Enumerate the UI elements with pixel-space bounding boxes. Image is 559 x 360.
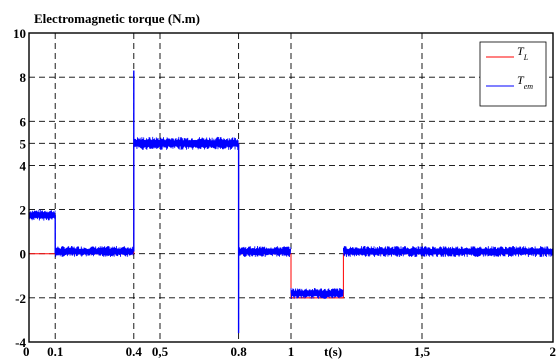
legend-label-tl: TL <box>517 44 529 62</box>
legend-label-tem: Tem <box>517 73 533 91</box>
series-band-tem-5 <box>343 245 554 258</box>
y-tick-label-7: -2 <box>15 291 26 306</box>
x-tick-label-3: 0,5 <box>152 344 169 359</box>
series-band-tem-0 <box>28 209 56 221</box>
x-tick-label-7: 2 <box>550 344 557 359</box>
y-tick-label-0: 10 <box>13 26 26 41</box>
y-tick-label-6: 0 <box>20 247 27 262</box>
chart-title: Electromagnetic torque (N.m) <box>34 11 200 26</box>
x-tick-label-0: 0 <box>23 344 30 359</box>
x-tick-label-5: 1 <box>288 344 295 359</box>
x-tick-label-2: 0.4 <box>126 344 143 359</box>
y-tick-label-4: 4 <box>20 158 27 173</box>
y-tick-label-2: 6 <box>20 114 27 129</box>
x-tick-label-6: 1,5 <box>414 344 431 359</box>
series-group <box>28 70 554 334</box>
legend: TL Tem <box>479 41 547 107</box>
series-band-tem-3 <box>238 246 292 258</box>
series-band-tem-4 <box>290 287 344 299</box>
legend-box <box>479 41 547 107</box>
series-band-tem-1 <box>54 245 134 257</box>
y-tick-label-3: 5 <box>20 136 27 151</box>
series-band-tem-2 <box>133 136 239 150</box>
x-axis-label: t(s) <box>324 344 342 359</box>
y-tick-label-5: 2 <box>20 203 27 218</box>
x-tick-label-1: 0.1 <box>47 344 63 359</box>
plot-frame <box>28 32 554 343</box>
y-tick-label-8: -4 <box>15 335 26 350</box>
x-tick-label-4: 0.8 <box>230 344 247 359</box>
y-tick-label-1: 8 <box>20 70 27 85</box>
